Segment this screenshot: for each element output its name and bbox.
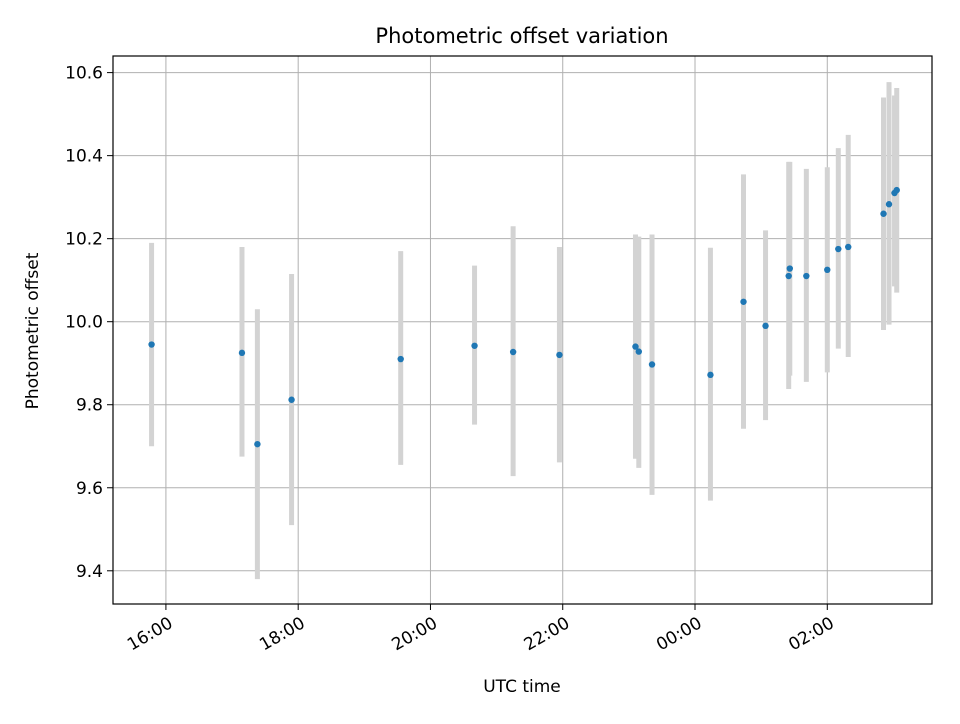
data-point [740,298,747,305]
chart-title: Photometric offset variation [375,24,668,48]
data-point [835,245,842,253]
data-point [845,243,852,251]
data-point [509,348,517,356]
data-point [635,348,642,355]
data-point [648,361,656,368]
y-tick-label: 9.6 [76,479,103,499]
data-point [397,355,404,363]
point-layer [148,186,900,448]
data-point [880,210,887,217]
data-point [707,371,714,379]
data-point [785,272,792,280]
data-point [148,341,155,348]
data-point [471,342,478,349]
data-point [803,272,810,280]
data-point [288,396,295,403]
data-point [893,186,900,194]
x-axis-label: UTC time [483,677,561,697]
data-point [632,343,639,350]
y-tick-label: 10.6 [65,64,103,84]
y-axis-label: Photometric offset [23,252,43,409]
y-tick-label: 9.8 [76,396,103,416]
data-point [238,349,246,357]
data-point [824,266,831,274]
data-point [786,265,794,272]
data-point [762,322,769,330]
y-tick-label: 10.4 [65,147,103,167]
data-point [556,351,563,359]
data-point [254,440,261,448]
y-tick-label: 10.0 [65,313,103,333]
y-tick-label: 9.4 [76,562,103,582]
plot-frame [112,55,933,605]
data-point [885,201,893,208]
y-tick-label: 10.2 [65,230,103,250]
